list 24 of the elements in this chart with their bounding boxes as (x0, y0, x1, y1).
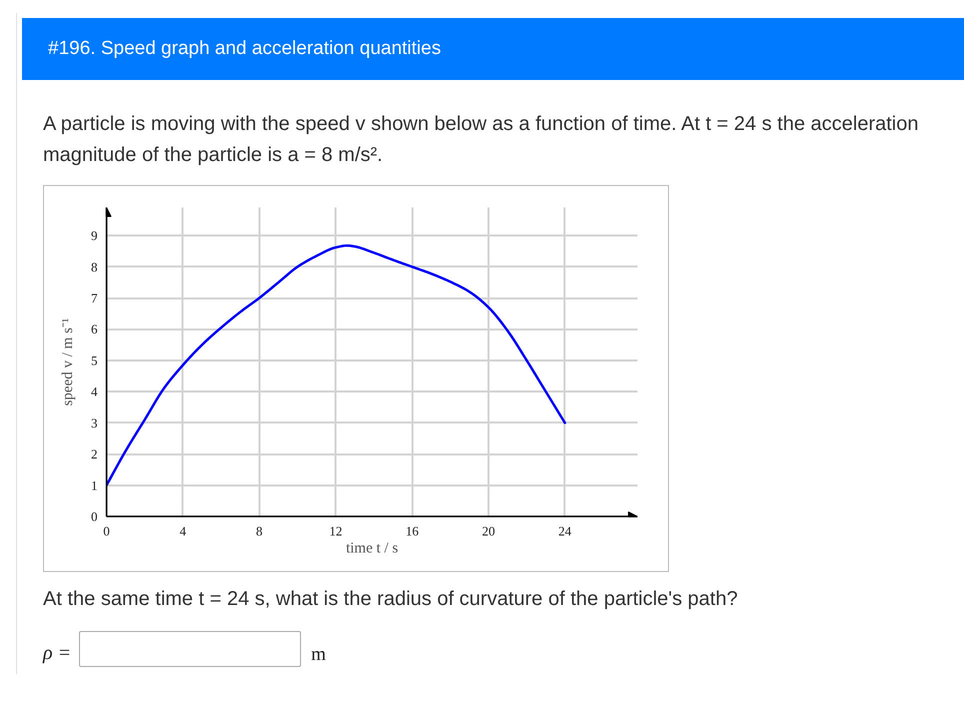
y-tick-label: 8 (91, 259, 98, 274)
text: At the same time t = 24 s, what is the radius of curvature of the particle's path? (43, 587, 738, 612)
y-tick-label: 7 (91, 290, 98, 306)
x-tick-label: 20 (482, 524, 496, 538)
y-tick-label: 4 (91, 384, 98, 400)
y-tick-label: 5 (91, 352, 98, 368)
x-tick-label: 16 (406, 524, 420, 538)
y-tick-label: 0 (91, 509, 98, 524)
x-tick-label: 12 (329, 524, 342, 538)
x-tick-label: 8 (256, 524, 263, 538)
text: ρ = (43, 641, 72, 666)
x-tick-label: 4 (180, 524, 187, 538)
y-tick-label: 9 (91, 228, 98, 244)
x-tick-label: 0 (103, 524, 110, 538)
text: m (311, 643, 326, 667)
y-axis-title: speed v / m s⁻¹ (60, 318, 76, 406)
y-tick-label: 2 (91, 446, 98, 462)
y-tick-label: 3 (91, 415, 98, 430)
chart-title: #196. Speed graph and acceleration quantities (48, 37, 441, 61)
x-axis-title: time t / s (346, 540, 398, 556)
x-tick-label: 24 (558, 524, 572, 538)
y-tick-label: 6 (91, 322, 98, 337)
y-tick-label: 1 (91, 478, 98, 493)
text: A particle is moving with the speed v shown below as a function of time. At t = 24 s the acceleration magnitude of the particle is a = 8 m/s². (43, 112, 920, 168)
